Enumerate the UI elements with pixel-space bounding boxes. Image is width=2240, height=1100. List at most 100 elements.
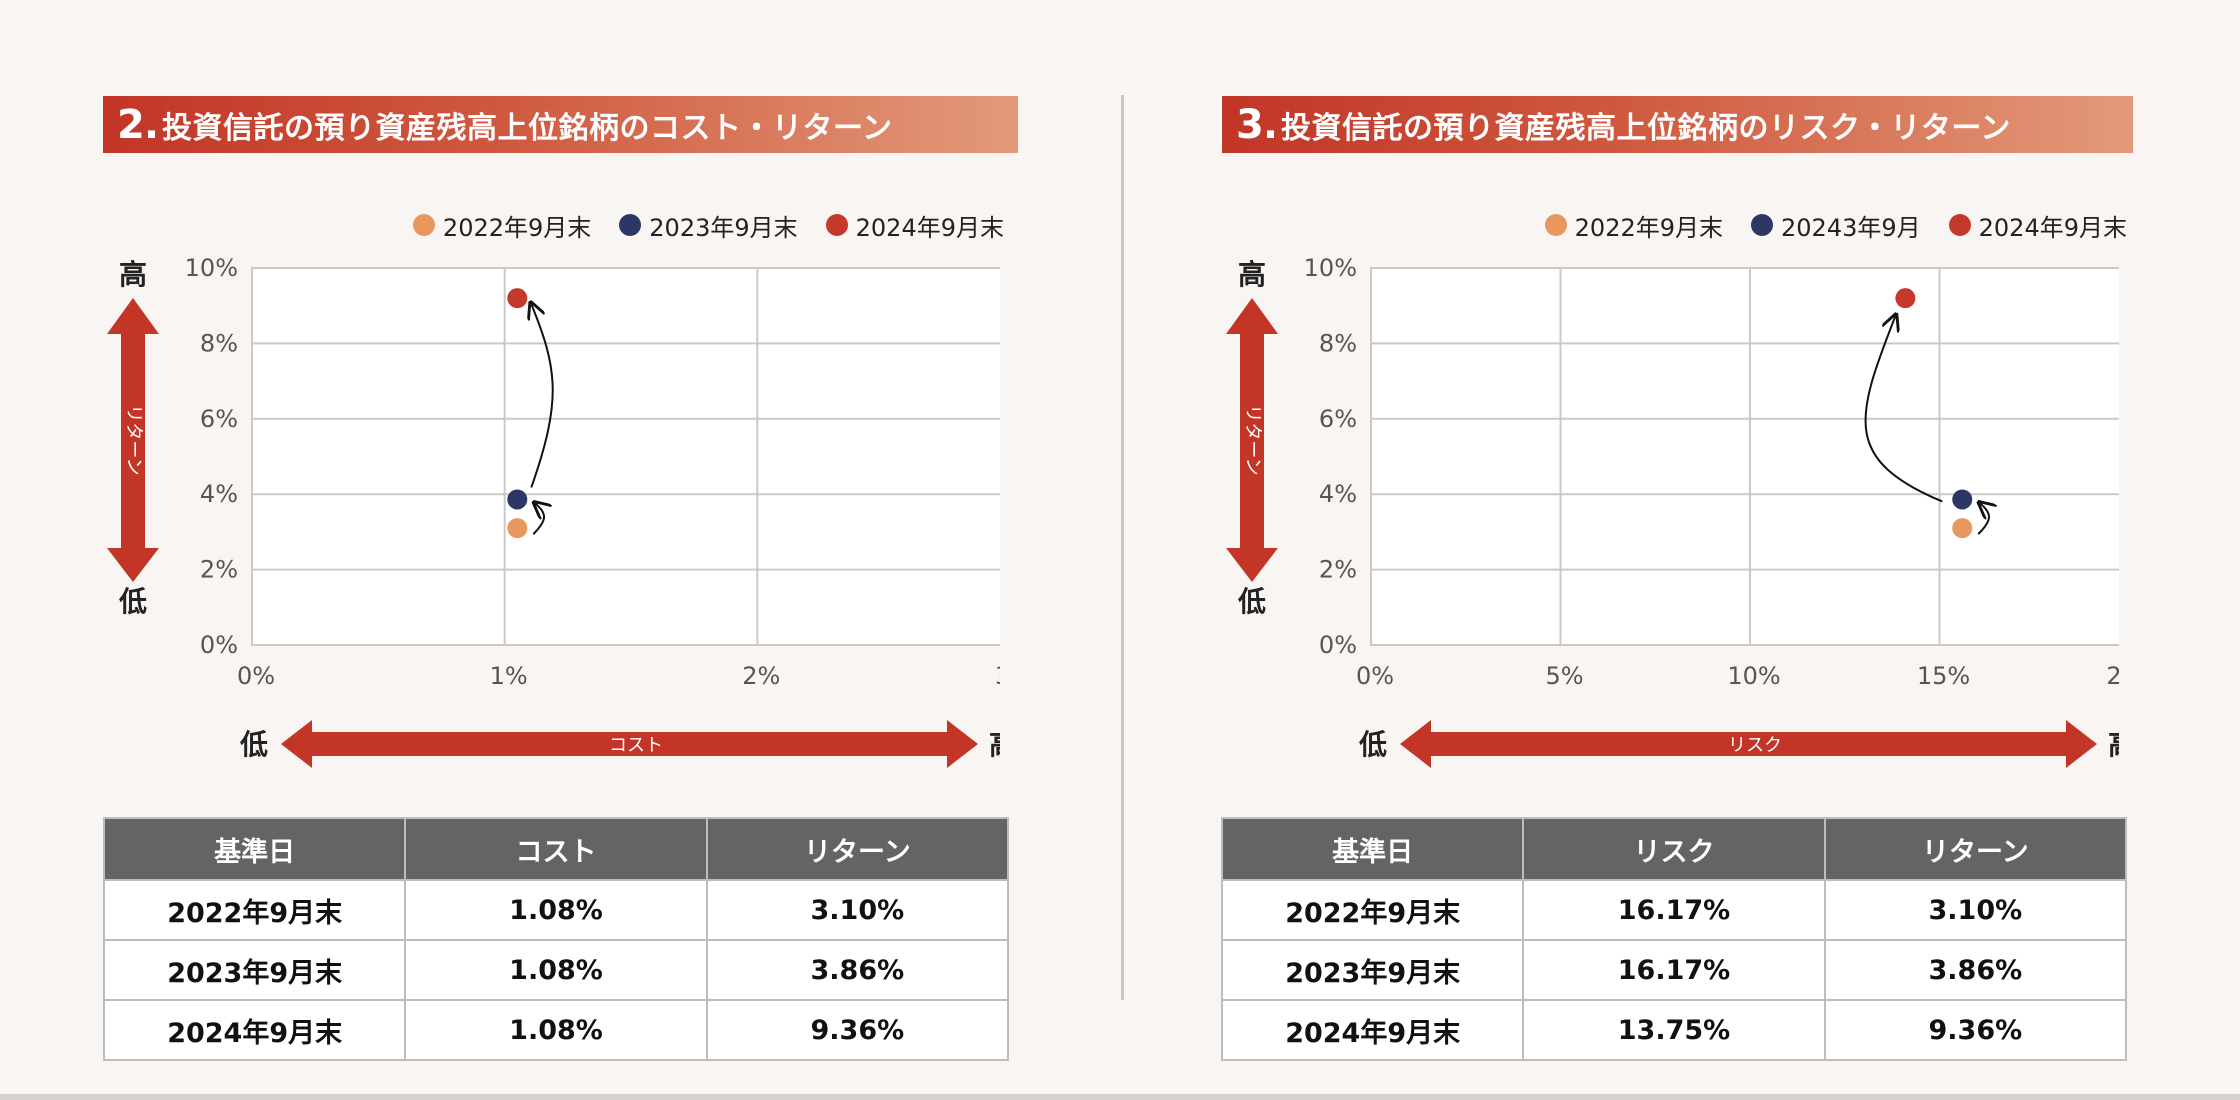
- y-tick-label: 8%: [1319, 329, 1357, 357]
- table-header-row: 基準日 コスト リターン: [102, 817, 1010, 881]
- legend-item-2024: 2024年9月末: [1948, 208, 2127, 243]
- transition-arrow: [1864, 316, 1943, 503]
- plot-area: [1370, 267, 2119, 646]
- x-axis-arrow-icon: [281, 720, 978, 768]
- table-header: 基準日: [1220, 817, 1525, 881]
- y-axis-low-label: 低: [1237, 585, 1266, 618]
- data-point-1: [507, 518, 528, 539]
- title-number: 3.: [1236, 101, 1278, 148]
- legend-item-2023: 2023年9月末: [619, 208, 798, 243]
- table-cell: 2024年9月末: [102, 999, 407, 1061]
- legend-label: 2023年9月末: [649, 213, 798, 242]
- x-tick-label: 1%: [490, 662, 528, 690]
- table-cell: 3.10%: [1823, 879, 2128, 941]
- legend-dot-icon: [1948, 214, 1971, 236]
- legend-item-2022: 2022年9月末: [1544, 208, 1724, 243]
- x-tick-label: 5%: [1545, 662, 1583, 690]
- return-arrow-icon: [1226, 298, 1278, 582]
- y-tick-label: 10%: [185, 254, 238, 282]
- legend-dot-icon: [1751, 214, 1774, 236]
- table-cell: 16.17%: [1522, 879, 1826, 941]
- y-tick-label: 6%: [200, 405, 238, 433]
- x-axis-arrow-icon: [1400, 720, 2097, 768]
- legend-dot-icon: [825, 214, 848, 236]
- y-tick-label: 2%: [200, 556, 238, 584]
- table-header-row: 基準日 リスク リターン: [1220, 817, 2128, 881]
- x-axis-high-label: 高: [989, 728, 1000, 761]
- data-point-3: [1895, 288, 1916, 309]
- table-header: リターン: [705, 817, 1010, 881]
- y-axis-high-label: 高: [1238, 258, 1266, 291]
- y-tick-label: 6%: [1319, 405, 1357, 433]
- table-header: コスト: [404, 817, 708, 881]
- plot-area: [251, 267, 1000, 646]
- cost-return-table: 基準日 コスト リターン 2022年9月末 1.08% 3.10% 2023年9…: [102, 817, 1010, 1061]
- table-row: 2024年9月末 13.75% 9.36%: [1220, 999, 2128, 1061]
- data-point-2: [507, 489, 528, 510]
- legend-label: 2024年9月末: [855, 213, 1004, 242]
- cost-return-chart: 0%2%4%6%8%10%0%1%2%3%リターン高低コスト低高: [107, 254, 1000, 768]
- legend-dot-icon: [412, 214, 435, 236]
- data-point-2: [1952, 489, 1973, 510]
- table-cell: 3.10%: [705, 879, 1010, 941]
- title-number: 2.: [117, 101, 159, 148]
- x-axis-low-label: 低: [1358, 728, 1387, 761]
- bottom-rule: [0, 1094, 2240, 1100]
- cost-return-panel: 2. 投資信託の預り資産残高上位銘柄のコスト・リターン 2022年9月末 202…: [0, 0, 1018, 1100]
- x-axis-label: コスト: [609, 735, 663, 756]
- y-axis-label: リターン: [123, 404, 144, 475]
- legend-label: 2022年9月末: [442, 213, 592, 242]
- y-axis-low-label: 低: [118, 585, 147, 618]
- legend-item-2023: 20243年9月: [1751, 208, 1921, 243]
- y-tick-label: 0%: [200, 631, 238, 659]
- y-tick-label: 0%: [1319, 631, 1357, 659]
- y-tick-label: 8%: [200, 329, 238, 357]
- table-cell: 2022年9月末: [1220, 879, 1525, 941]
- table-cell: 13.75%: [1522, 999, 1826, 1061]
- y-tick-label: 4%: [200, 480, 238, 508]
- y-axis-label: リターン: [1242, 404, 1263, 475]
- panel-divider: [1121, 95, 1124, 1000]
- x-tick-label: 10%: [1727, 662, 1780, 690]
- table-header: リスク: [1522, 817, 1826, 881]
- legend-label: 2022年9月末: [1574, 213, 1724, 242]
- x-tick-label: 15%: [1917, 662, 1970, 690]
- legend-item-2024: 2024年9月末: [825, 208, 1004, 243]
- x-axis-high-label: 高: [2108, 728, 2119, 761]
- legend-label: 20243年9月: [1781, 213, 1921, 242]
- table-cell: 2023年9月末: [1220, 939, 1525, 1001]
- y-axis-high-label: 高: [119, 258, 147, 291]
- y-tick-label: 4%: [1319, 480, 1357, 508]
- chart-legend: 2022年9月末 2023年9月末 2024年9月末: [385, 208, 1004, 242]
- x-tick-label: 3%: [995, 662, 1000, 690]
- data-point-1: [1952, 518, 1973, 539]
- chart-legend: 2022年9月末 20243年9月 2024年9月末: [1517, 208, 2127, 242]
- transition-arrow: [533, 503, 544, 535]
- title-text: 投資信託の預り資産残高上位銘柄のリスク・リターン: [1281, 110, 2011, 146]
- table-cell: 3.86%: [1823, 939, 2128, 1001]
- table-cell: 2023年9月末: [102, 939, 407, 1001]
- x-tick-label: 2%: [742, 662, 780, 690]
- title-text: 投資信託の預り資産残高上位銘柄のコスト・リターン: [162, 110, 893, 146]
- table-row: 2023年9月末 1.08% 3.86%: [102, 939, 1010, 1001]
- x-axis-label: リスク: [1728, 735, 1782, 756]
- y-tick-label: 10%: [1304, 254, 1357, 282]
- legend-item-2022: 2022年9月末: [412, 208, 592, 243]
- transition-arrow: [1978, 503, 1989, 535]
- transition-arrow: [531, 304, 554, 488]
- table-header: リターン: [1823, 817, 2128, 881]
- table-cell: 2024年9月末: [1220, 999, 1525, 1061]
- table-cell: 1.08%: [404, 999, 708, 1061]
- risk-return-table: 基準日 リスク リターン 2022年9月末 16.17% 3.10% 2023年…: [1220, 817, 2128, 1061]
- risk-return-chart: 0%2%4%6%8%10%0%5%10%15%20%リターン高低リスク低高: [1226, 254, 2119, 768]
- table-cell: 9.36%: [1823, 999, 2128, 1061]
- table-cell: 2022年9月末: [102, 879, 407, 941]
- table-cell: 1.08%: [404, 939, 708, 1001]
- return-arrow-icon: [107, 298, 159, 582]
- legend-dot-icon: [619, 214, 642, 236]
- x-tick-label: 20%: [2106, 662, 2119, 690]
- risk-return-panel: 3. 投資信託の預り資産残高上位銘柄のリスク・リターン 2022年9月末 202…: [1119, 0, 2133, 1100]
- legend-label: 2024年9月末: [1978, 213, 2127, 242]
- table-cell: 9.36%: [705, 999, 1010, 1061]
